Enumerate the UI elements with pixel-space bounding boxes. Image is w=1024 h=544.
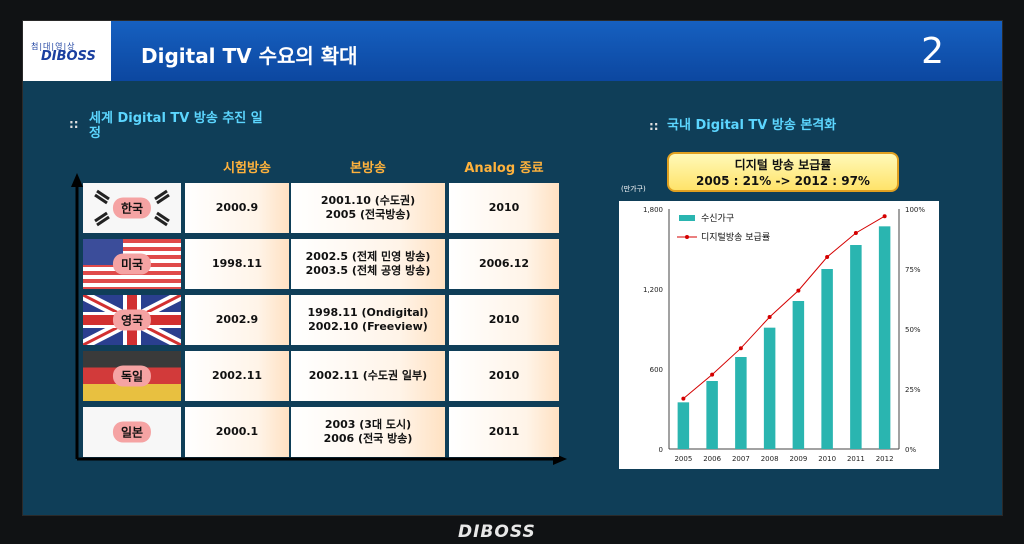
logo-text: DIBOSS [41, 49, 96, 64]
adoption-chart: 0 600 1,200 1,800 0% 25% 50% 75% 100% 2005 2006 200… [643, 206, 925, 463]
cell-main-line1: 1998.11 (Ondigital) [307, 306, 429, 319]
cell-analog: 2006.12 [449, 239, 559, 289]
x-tick-label: 2007 [732, 455, 750, 463]
flag-uk: 영국 [83, 295, 181, 345]
legend-label: 디지털방송 보급률 [701, 231, 770, 243]
x-tick-label: 2009 [789, 455, 807, 463]
page-title: Digital TV 수요의 확대 [141, 44, 358, 68]
cell-main: 2001.10 (수도권) 2005 (전국방송) [291, 183, 445, 233]
cell-trial: 2002.11 [185, 351, 289, 401]
cell-main-line2: 2005 (전국방송) [325, 208, 411, 221]
flag-germany: 독일 [83, 351, 181, 401]
cell-analog: 2010 [449, 183, 559, 233]
y-left-tick-label: 600 [650, 366, 663, 374]
line-point [796, 288, 801, 293]
bar [763, 327, 776, 449]
x-tick-label: 2006 [703, 455, 721, 463]
cell-main-line2: 2003.5 (전체 공영 방송) [305, 264, 431, 277]
cell-main: 2002.5 (전제 민영 방송) 2003.5 (전체 공영 방송) [291, 239, 445, 289]
right-section-title: 국내 Digital TV 방송 본격화 [667, 118, 837, 133]
logo-small-text: 첨|대|영|상 [31, 42, 76, 51]
x-tick-label: 2011 [847, 455, 865, 463]
line-point [681, 396, 686, 401]
flag-korea: 한국 [83, 183, 181, 233]
cell-main: 1998.11 (Ondigital) 2002.10 (Freeview) [291, 295, 445, 345]
left-section-title: 세계 Digital TV 방송 추진 일 정 [89, 111, 329, 141]
line-point [825, 255, 830, 259]
page-number: 2 [921, 31, 944, 72]
y-right-tick-label: 100% [905, 206, 925, 214]
col-header-main: 본방송 [350, 161, 386, 176]
bar [706, 381, 718, 449]
cell-main: 2003 (3대 도시) 2006 (전국 방송) [291, 407, 445, 457]
col-header-analog: Analog 종료 [464, 161, 544, 176]
legend-label: 수신가구 [701, 213, 734, 224]
chart-unit-label: (만가구) [621, 185, 646, 193]
bullet-icon: :: [649, 119, 659, 133]
cell-main: 2002.11 (수도권 일부) [291, 351, 445, 401]
slide: 첨|대|영|상 DIBOSS Digital TV 수요의 확대 2 :: 세계… [22, 20, 1003, 516]
x-tick-label: 2012 [876, 455, 894, 463]
line-point [853, 231, 858, 235]
callout-line2: 2005 : 21% -> 2012 : 97% [696, 174, 870, 188]
left-section-title-line2: 정 [89, 126, 101, 141]
bar [821, 269, 833, 449]
bar [735, 357, 747, 449]
line-point [767, 315, 772, 319]
cell-analog: 2010 [449, 295, 559, 345]
korea-flag-icon [94, 189, 170, 227]
country-label: 한국 [112, 197, 152, 219]
country-label: 영국 [112, 309, 152, 331]
cell-analog: 2010 [449, 351, 559, 401]
bar [850, 245, 862, 449]
bar [792, 301, 805, 449]
cell-main-line1: 2002.11 (수도권 일부) [308, 369, 428, 382]
line-point [738, 346, 743, 351]
cell-main-line2: 2002.10 (Freeview) [308, 320, 428, 333]
country-label: 일본 [112, 421, 152, 443]
bullet-icon: :: [69, 117, 79, 131]
x-tick-label: 2005 [674, 455, 692, 463]
cell-main-line2: 2006 (전국 방송) [323, 432, 413, 445]
country-label: 미국 [112, 253, 152, 275]
cell-main-line1: 2002.5 (전제 민영 방송) [305, 250, 431, 263]
y-right-tick-label: 75% [905, 266, 921, 274]
y-left-tick-label: 1,200 [643, 286, 663, 294]
callout-line1: 디지털 방송 보급률 [734, 158, 832, 172]
cell-trial: 2000.1 [185, 407, 289, 457]
adoption-callout: 디지털 방송 보급률 2005 : 21% -> 2012 : 97% [667, 152, 899, 192]
left-section-title-line1: 세계 Digital TV 방송 추진 일 [89, 111, 263, 126]
footer-logo: DIBOSS [458, 522, 536, 542]
title-bar: 첨|대|영|상 DIBOSS Digital TV 수요의 확대 2 [23, 21, 1002, 81]
flag-usa: 미국 [83, 239, 181, 289]
cell-main-line1: 2003 (3대 도시) [324, 418, 412, 431]
cell-main-line1: 2001.10 (수도권) [320, 194, 416, 207]
col-header-trial: 시험방송 [223, 161, 271, 176]
cell-trial: 1998.11 [185, 239, 289, 289]
legend-bar-swatch [679, 215, 695, 221]
cell-trial: 2002.9 [185, 295, 289, 345]
cell-analog: 2011 [449, 407, 559, 457]
x-tick-label: 2008 [761, 455, 779, 463]
y-left-tick-label: 1,800 [643, 206, 663, 214]
y-right-tick-label: 50% [905, 326, 921, 334]
line-point [882, 214, 887, 219]
series-line [683, 215, 885, 399]
y-left-tick-label: 0 [659, 446, 663, 454]
country-label: 독일 [112, 365, 152, 387]
chart-panel: 0 600 1,200 1,800 0% 25% 50% 75% 100% 2005 2006 200… [619, 201, 939, 469]
legend-line-marker [685, 235, 689, 239]
line-point [710, 372, 715, 377]
flag-japan: 일본 [83, 407, 181, 457]
logo: 첨|대|영|상 DIBOSS [23, 21, 111, 81]
y-right-tick-label: 25% [905, 386, 921, 394]
bar [878, 226, 891, 449]
bar [677, 402, 690, 449]
x-tick-label: 2010 [818, 455, 836, 463]
cell-trial: 2000.9 [185, 183, 289, 233]
y-right-tick-label: 0% [905, 446, 916, 454]
